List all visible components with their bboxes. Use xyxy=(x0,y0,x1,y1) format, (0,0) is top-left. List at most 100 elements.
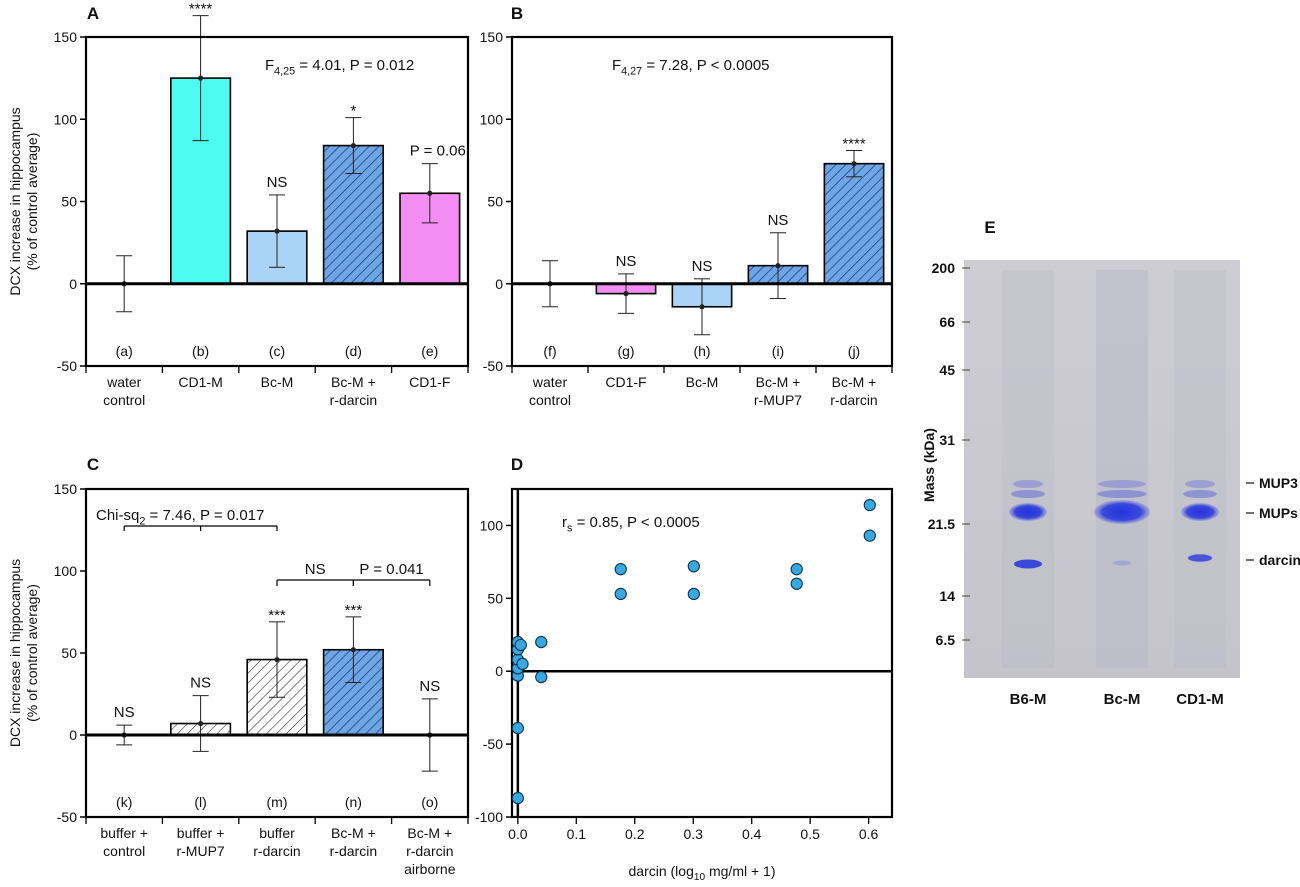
plot-frame xyxy=(510,487,894,819)
significance-label: **** xyxy=(189,1,213,18)
mean-point xyxy=(775,263,781,269)
mean-point xyxy=(350,142,356,149)
group-letter: (d) xyxy=(345,343,362,359)
y-tick-label: -50 xyxy=(483,736,503,752)
y-tick-label: 0 xyxy=(69,276,77,292)
group-letter: (m) xyxy=(267,794,288,810)
data-point xyxy=(535,670,548,684)
x-tick-label: 0.0 xyxy=(508,826,528,842)
stat-label: F4,27 = 7.28, P < 0.0005 xyxy=(612,57,770,78)
significance-label: NS xyxy=(267,174,288,191)
significance-label: NS xyxy=(768,212,789,229)
lane-streak xyxy=(1002,270,1054,668)
y-tick-label: -100 xyxy=(475,809,503,825)
group-letter: (b) xyxy=(192,343,209,359)
significance-label: * xyxy=(350,103,356,120)
lane-label: B6-M xyxy=(1010,691,1047,708)
x-tick-label: 0.3 xyxy=(683,826,703,842)
data-point xyxy=(535,635,548,649)
mass-marker-label: 31 xyxy=(939,432,955,448)
bracket-label: P = 0.041 xyxy=(359,561,423,578)
darcin-band xyxy=(1188,554,1212,562)
group-letter: (g) xyxy=(617,343,634,359)
significance-label: P = 0.06 xyxy=(410,143,466,160)
group-letter: (k) xyxy=(116,794,132,810)
mup3-band-lower xyxy=(1011,490,1045,498)
mass-marker-label: 66 xyxy=(939,314,955,330)
mean-point xyxy=(427,190,433,196)
bracket-label: NS xyxy=(305,561,326,578)
y-axis-label-units: (% of control average) xyxy=(24,584,40,722)
mass-marker-label: 45 xyxy=(939,362,955,378)
x-category-label: water xyxy=(532,374,568,390)
y-tick-label: -50 xyxy=(57,358,77,374)
group-letter: (o) xyxy=(421,794,438,810)
data-point xyxy=(514,638,527,652)
y-tick-label: 0 xyxy=(495,276,503,292)
panel-letter: E xyxy=(984,218,995,237)
lane-streak xyxy=(1096,270,1148,668)
data-point xyxy=(614,563,627,576)
panel-b-chart: B 150 100 50 0 -50 (f) water control NS (g) CD1-F NS… xyxy=(480,4,894,408)
lane-label: CD1-M xyxy=(1176,691,1224,708)
x-category-label: Bc-M xyxy=(261,374,294,390)
band-label: MUP3 xyxy=(1259,475,1298,491)
y-tick-label: 100 xyxy=(54,563,78,579)
data-point xyxy=(863,529,876,542)
data-point xyxy=(614,587,627,601)
x-category-label: control xyxy=(529,392,571,408)
darcin-band xyxy=(1113,560,1131,566)
mup-band xyxy=(1094,500,1150,524)
y-tick-label: -50 xyxy=(483,358,503,374)
x-category-label: CD1-M xyxy=(178,374,222,390)
mup3-band xyxy=(1098,480,1146,488)
mass-marker-label: 14 xyxy=(939,588,955,604)
panel-letter: C xyxy=(87,455,99,474)
mup3-band xyxy=(1013,480,1043,488)
x-category-label: r-darcin xyxy=(830,392,877,408)
panel-e-gel: E 200 66 45 31 21.5 14 6.5 Mass (kDa) B6-M Bc-M CD1… xyxy=(921,218,1300,708)
y-tick-label: 150 xyxy=(54,481,78,497)
y-tick-label: 0 xyxy=(495,663,503,679)
gel-y-axis-label: Mass (kDa) xyxy=(921,428,937,502)
x-category-label: Bc-M + xyxy=(331,825,376,841)
x-category-label: buffer + xyxy=(177,825,225,841)
mass-marker-label: 200 xyxy=(932,260,956,276)
x-tick-label: 0.4 xyxy=(742,826,762,842)
group-letter: (f) xyxy=(543,343,556,359)
plot-frame xyxy=(510,35,894,368)
mean-point xyxy=(198,720,204,727)
significance-label: NS xyxy=(190,675,211,692)
data-point xyxy=(511,791,524,805)
band-label: darcin xyxy=(1259,552,1300,568)
x-category-label: r-darcin xyxy=(330,843,377,859)
mup-band xyxy=(1181,503,1219,521)
x-category-label: r-darcin xyxy=(253,843,300,859)
panel-a-chart: A DCX increase in hippocampus (% of contro… xyxy=(7,1,470,408)
x-category-label: CD1-F xyxy=(409,374,450,390)
y-tick-label: 0 xyxy=(69,727,77,743)
significance-label: *** xyxy=(345,602,363,619)
group-letter: (c) xyxy=(269,343,285,359)
x-tick-label: 0.1 xyxy=(567,826,587,842)
x-category-label: control xyxy=(103,843,145,859)
y-tick-label: 100 xyxy=(54,111,78,127)
x-category-label: Bc-M + xyxy=(756,374,801,390)
y-tick-label: 50 xyxy=(61,194,77,210)
group-letter: (j) xyxy=(848,343,860,359)
plot-frame xyxy=(84,487,470,819)
bar xyxy=(823,162,885,285)
mass-marker-label: 6.5 xyxy=(936,632,956,648)
mean-point xyxy=(198,75,204,81)
x-category-label: control xyxy=(103,392,145,408)
stat-label: rs = 0.85, P < 0.0005 xyxy=(562,514,700,535)
mup3-band xyxy=(1185,480,1215,488)
x-tick-label: 0.5 xyxy=(800,826,820,842)
y-tick-label: 100 xyxy=(480,517,504,533)
y-tick-label: 50 xyxy=(61,645,77,661)
band-label: MUPs xyxy=(1259,505,1298,521)
panel-d-scatter: D 100 50 0 -50 -100 0.0 0.1 0.2 0.3 0.4 0.5 0.6 darci… xyxy=(475,455,894,883)
plot-frame xyxy=(84,35,470,368)
data-point xyxy=(687,587,700,601)
lane-streak xyxy=(1174,270,1226,668)
